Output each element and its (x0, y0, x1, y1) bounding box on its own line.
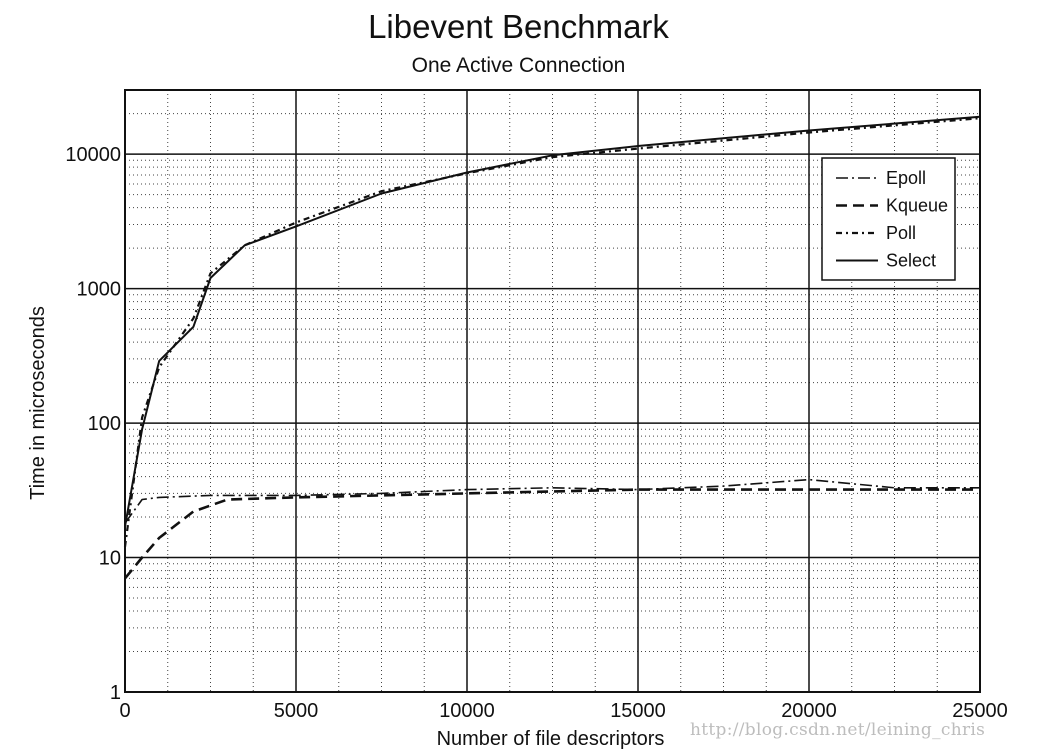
chart-subtitle: One Active Connection (411, 54, 626, 77)
y-tick-label: 10000 (65, 144, 121, 166)
legend-label-poll: Poll (886, 223, 916, 243)
y-tick-label: 100 (88, 413, 121, 435)
series-line-epoll (124, 478, 980, 524)
y-axis-label: Time in microseconds (27, 306, 49, 500)
y-tick-label: 10 (99, 548, 121, 570)
legend: Epoll Kqueue Poll Select (821, 157, 956, 281)
series-line-kqueue (123, 488, 980, 580)
x-tick-label: 0 (119, 700, 130, 722)
y-tick-label: 1000 (77, 279, 122, 301)
series-layer (123, 115, 981, 580)
x-tick-label: 25000 (952, 700, 1008, 722)
x-tick-label: 10000 (439, 700, 495, 722)
plot-frame (124, 89, 981, 693)
x-tick-label: 20000 (781, 700, 837, 722)
series-line-select (124, 115, 981, 527)
y-tick-label: 1 (110, 682, 121, 704)
x-tick-label: 5000 (274, 700, 319, 722)
chart-title: Libevent Benchmark (368, 8, 669, 45)
legend-label-kqueue: Kqueue (886, 196, 948, 216)
legend-label-epoll: Epoll (886, 168, 926, 188)
watermark-url: http://blog.csdn.net/leining_chris (690, 720, 986, 740)
x-axis-label: Number of file descriptors (437, 728, 665, 750)
axis-ticks: 0 5000 10000 15000 20000 25000 1 10 100 1000 10000 (65, 144, 1007, 722)
x-tick-label: 15000 (610, 700, 666, 722)
legend-label-select: Select (886, 251, 936, 271)
